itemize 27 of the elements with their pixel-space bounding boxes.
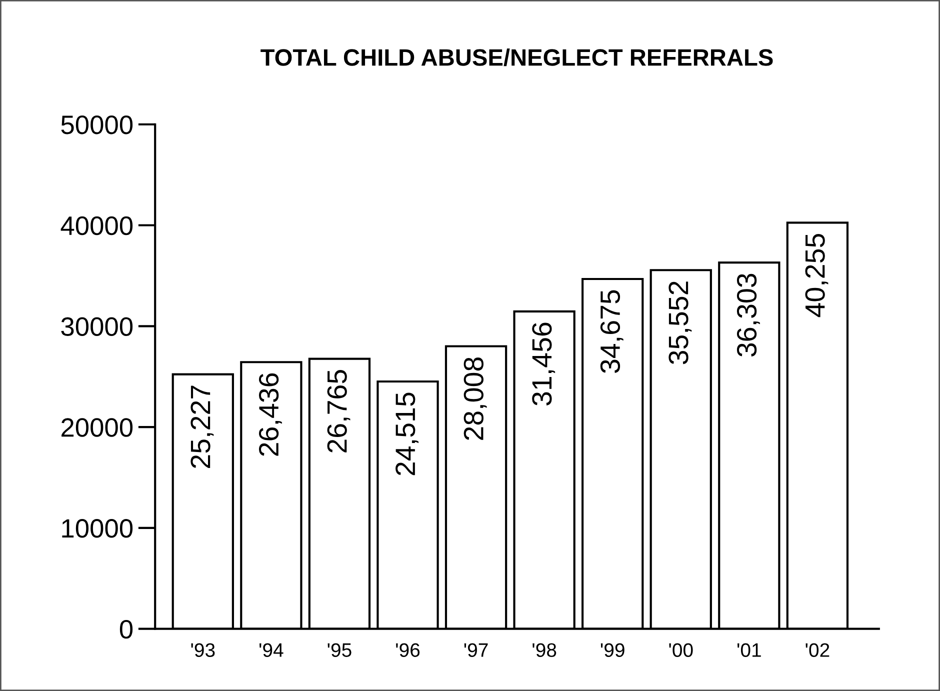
data-label: 36,303 bbox=[736, 274, 760, 357]
x-tick-label: '98 bbox=[532, 643, 556, 657]
x-tick-label: '96 bbox=[396, 643, 420, 657]
chart-title: TOTAL CHILD ABUSE/NEGLECT REFERRALS bbox=[260, 48, 773, 66]
y-tick-label: 10000 bbox=[62, 519, 133, 538]
data-label: 34,675 bbox=[600, 290, 624, 373]
x-tick-label: '97 bbox=[464, 643, 488, 657]
x-tick-label: '95 bbox=[328, 643, 352, 657]
x-tick-label: '00 bbox=[669, 643, 693, 657]
x-tick-label: '94 bbox=[260, 643, 284, 657]
data-label: 40,255 bbox=[805, 234, 828, 318]
data-label: 26,436 bbox=[258, 373, 282, 456]
x-tick-label: '02 bbox=[806, 643, 830, 657]
x-tick-label: '99 bbox=[600, 643, 624, 657]
data-label: 24,515 bbox=[396, 392, 418, 476]
data-label: 26,765 bbox=[327, 370, 350, 452]
y-tick-label: 20000 bbox=[62, 418, 133, 437]
y-tick-label: 50000 bbox=[61, 116, 133, 134]
data-label: 31,456 bbox=[532, 322, 556, 406]
data-label: 28,008 bbox=[464, 358, 487, 440]
data-label: 25,227 bbox=[190, 386, 214, 468]
y-tick-label: 30000 bbox=[61, 317, 133, 336]
y-tick-label: 40000 bbox=[60, 216, 133, 236]
y-tick-label: 0 bbox=[120, 620, 133, 639]
data-label: 35,552 bbox=[668, 282, 692, 364]
x-tick-label: '93 bbox=[191, 643, 215, 657]
x-tick-label: '01 bbox=[737, 643, 761, 657]
